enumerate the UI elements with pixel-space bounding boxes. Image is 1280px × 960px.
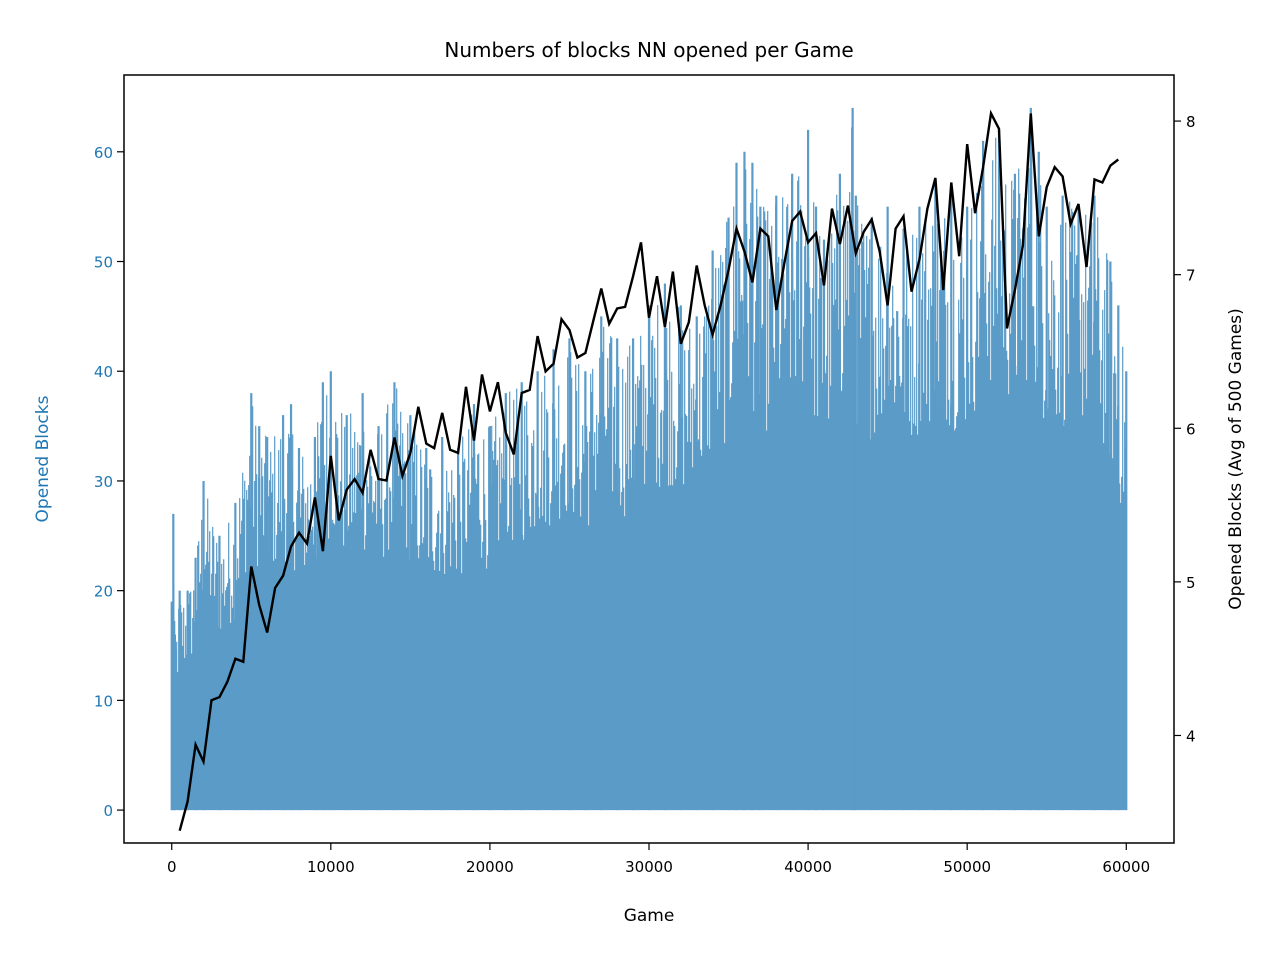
x-tick-label: 60000 [1102,858,1150,876]
x-tick-label: 20000 [466,858,514,876]
y-axis-left: 0 10 20 30 40 50 60 [94,144,124,820]
plot-area [170,107,1128,832]
y-left-tick-label: 30 [94,473,113,491]
y-left-tick-label: 60 [94,144,113,162]
x-axis-label: Game [624,906,675,926]
y-axis-right: 4 5 6 7 8 [1174,113,1196,745]
y-right-tick-label: 8 [1186,113,1196,131]
chart-title: Numbers of blocks NN opened per Game [444,38,853,62]
y-right-tick-label: 4 [1186,727,1196,745]
x-tick-label: 0 [167,858,177,876]
y-left-tick-label: 0 [103,802,113,820]
y-right-tick-label: 7 [1186,267,1196,285]
x-tick-label: 10000 [307,858,355,876]
x-tick-label: 50000 [943,858,991,876]
series-average-opened-blocks [178,109,1120,832]
y-axis-left-label: Opened Blocks [33,395,53,522]
x-axis: 0 10000 20000 30000 40000 50000 60000 [167,843,1150,876]
y-left-tick-label: 50 [94,254,113,272]
y-axis-right-label: Opened Blocks (Avg of 500 Games) [1226,308,1246,610]
x-tick-label: 40000 [784,858,832,876]
y-left-tick-label: 40 [94,363,113,381]
y-right-tick-label: 5 [1186,574,1196,592]
x-tick-label: 30000 [625,858,673,876]
y-left-tick-label: 10 [94,692,113,710]
y-left-tick-label: 20 [94,583,113,601]
y-right-tick-label: 6 [1186,420,1196,438]
